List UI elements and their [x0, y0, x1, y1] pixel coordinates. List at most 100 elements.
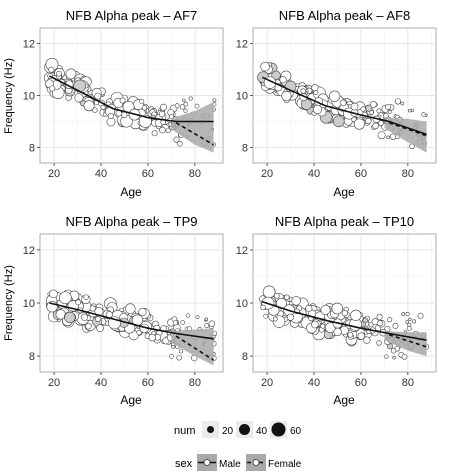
data-point — [372, 122, 379, 130]
data-point — [341, 309, 348, 317]
data-point — [386, 135, 390, 140]
trend-line-male — [49, 302, 214, 340]
legend-size-label-40: 40 — [256, 426, 268, 437]
panel-tp10: NFB Alpha peak – TP10 20 40 60 80 8 10 12 — [236, 214, 437, 389]
data-point — [159, 103, 168, 111]
data-point — [107, 112, 114, 119]
data-point — [300, 88, 306, 94]
y-tick-label: 10 — [23, 298, 35, 310]
data-point — [401, 312, 406, 316]
data-point — [313, 90, 319, 96]
data-point — [49, 289, 58, 299]
data-point — [159, 126, 166, 134]
data-point — [360, 106, 366, 112]
data-point — [412, 319, 417, 324]
x-tick-label: 20 — [261, 168, 273, 180]
data-point — [136, 329, 142, 336]
data-point — [417, 312, 424, 319]
data-point — [389, 133, 397, 140]
data-point — [376, 340, 382, 346]
panel-title: NFB Alpha peak – TP10 — [275, 214, 414, 229]
data-point — [80, 313, 88, 321]
panel-af8: NFB Alpha peak – AF8 20 40 60 80 8 10 12 — [236, 8, 437, 180]
x-tick-label: 80 — [189, 377, 201, 389]
data-point — [138, 307, 147, 317]
data-point — [204, 323, 210, 329]
data-point — [376, 313, 383, 320]
data-point — [148, 333, 156, 342]
data-point — [59, 291, 72, 305]
data-point — [125, 303, 136, 314]
legend-sex-dot-female — [252, 459, 260, 466]
trend-line-male — [49, 75, 214, 123]
y-tick-label: 8 — [242, 351, 248, 363]
data-point — [347, 331, 354, 338]
x-tick-label: 60 — [355, 377, 367, 389]
trend-line-female — [175, 335, 215, 361]
y-axis-title-bottom-left: Frequency (Hz) — [3, 265, 15, 341]
data-point — [353, 118, 365, 130]
data-point — [75, 299, 82, 306]
x-tick-label: 80 — [402, 168, 414, 180]
y-tick-label: 8 — [29, 351, 35, 363]
y-tick-label: 10 — [23, 91, 35, 103]
data-point — [178, 349, 184, 354]
data-point — [376, 108, 382, 114]
data-point — [48, 66, 55, 73]
data-point — [85, 322, 92, 330]
data-point — [340, 99, 347, 106]
panel-tp9: NFB Alpha peak – TP9 20 40 60 80 8 10 12 — [23, 214, 224, 389]
data-point — [384, 354, 389, 359]
panel-title: NFB Alpha peak – AF7 — [66, 8, 198, 23]
data-point — [106, 117, 116, 127]
data-point — [390, 347, 397, 354]
data-point — [94, 92, 102, 100]
data-point — [401, 353, 408, 360]
legend-sex-title: sex — [175, 458, 193, 470]
data-point — [64, 311, 76, 324]
data-point — [392, 355, 396, 360]
legend-size-label-20: 20 — [222, 426, 234, 437]
y-tick-label: 8 — [242, 142, 248, 154]
data-point — [405, 320, 409, 324]
panel-af7: NFB Alpha peak – AF7 20 40 60 80 8 10 12 — [23, 8, 224, 180]
data-point — [49, 85, 56, 92]
data-point — [260, 304, 266, 311]
data-point — [95, 316, 102, 323]
plot-content — [257, 61, 428, 153]
y-tick-label: 12 — [23, 245, 35, 257]
data-point — [182, 98, 186, 103]
y-tick-label: 12 — [236, 39, 248, 51]
y-axis-title-top-left: Frequency (Hz) — [3, 58, 15, 134]
data-point — [320, 323, 326, 329]
data-point — [271, 70, 281, 80]
data-point — [165, 127, 171, 134]
data-point — [331, 302, 344, 315]
data-point — [369, 101, 377, 108]
trend-line-female — [175, 122, 215, 146]
data-point — [179, 104, 186, 110]
data-point — [279, 76, 287, 84]
x-tick-label: 60 — [142, 377, 154, 389]
data-point — [312, 104, 323, 115]
data-point — [194, 103, 200, 109]
data-point — [188, 96, 193, 101]
data-point — [195, 315, 200, 319]
data-point — [273, 292, 280, 299]
data-point — [119, 97, 126, 104]
data-point — [377, 131, 386, 140]
x-tick-label: 80 — [402, 377, 414, 389]
legend-size-dot-40 — [239, 424, 250, 435]
data-point — [328, 90, 341, 102]
y-tick-label: 10 — [236, 298, 248, 310]
data-point — [171, 344, 176, 349]
x-axis-title-top-right: Age — [333, 185, 355, 199]
data-point — [363, 336, 371, 344]
data-point — [387, 110, 392, 114]
y-tick-label: 8 — [29, 142, 35, 154]
legend-sex-label-male: Male — [219, 459, 241, 470]
data-point — [400, 101, 405, 106]
data-point — [408, 108, 412, 113]
data-point — [365, 117, 372, 125]
data-point — [74, 93, 84, 103]
